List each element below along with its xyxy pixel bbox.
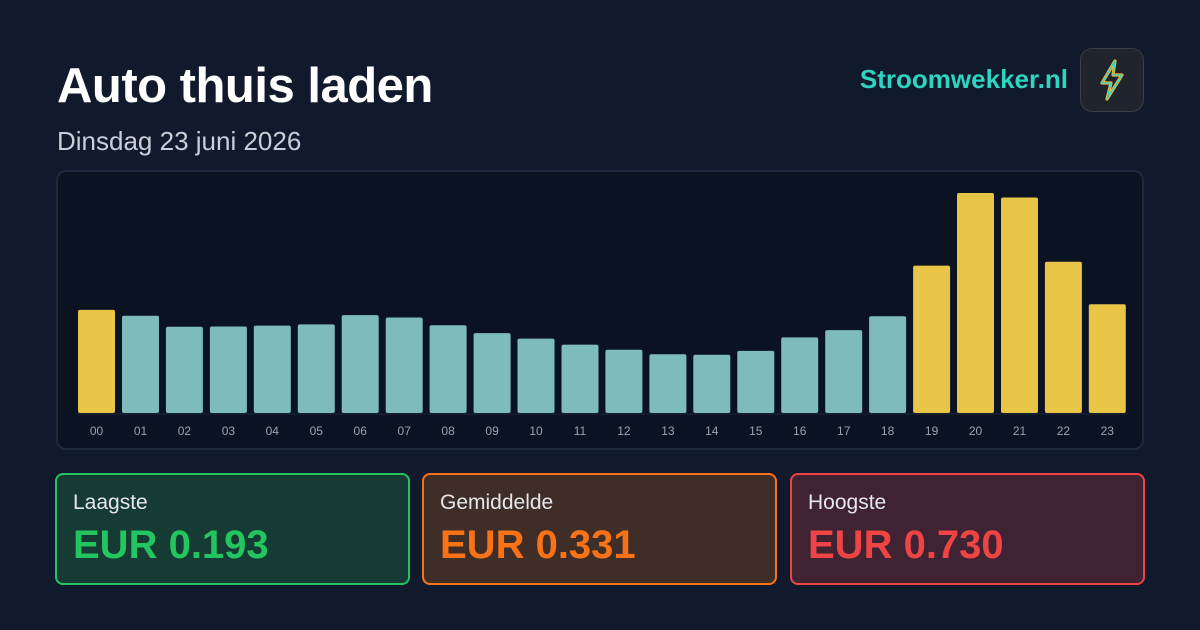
tick-label-hour-08: 08 bbox=[441, 424, 455, 438]
stat-card-lowest: Laagste EUR 0.193 bbox=[55, 473, 410, 585]
stat-card-highest: Hoogste EUR 0.730 bbox=[790, 473, 1145, 585]
tick-label-hour-01: 01 bbox=[134, 424, 148, 438]
page-subtitle: Dinsdag 23 juni 2026 bbox=[57, 126, 302, 156]
tick-label-hour-11: 11 bbox=[574, 424, 587, 438]
lightning-bolt-icon bbox=[1100, 59, 1124, 101]
bar-hour-23 bbox=[1088, 304, 1126, 413]
tick-label-hour-17: 17 bbox=[837, 424, 851, 438]
bar-hour-17 bbox=[825, 330, 863, 413]
bar-hour-07 bbox=[385, 317, 423, 413]
tick-label-hour-21: 21 bbox=[1013, 424, 1027, 438]
tick-label-hour-07: 07 bbox=[398, 424, 412, 438]
tick-label-hour-15: 15 bbox=[749, 424, 763, 438]
price-bar-chart: 00 01 02 03 04 05 06 07 08 09 10 11 12 13 14 15 16 17 18 19… bbox=[76, 193, 1128, 438]
bar-hour-06 bbox=[341, 315, 379, 413]
bar-hour-09 bbox=[473, 333, 511, 413]
bar-hour-02 bbox=[165, 326, 203, 413]
bar-hour-05 bbox=[297, 324, 335, 413]
bar-hour-00 bbox=[78, 309, 115, 413]
bar-hour-16 bbox=[781, 337, 819, 413]
bar-hour-22 bbox=[1044, 261, 1082, 413]
stat-value-lowest: EUR 0.193 bbox=[73, 523, 269, 567]
stat-card-average: Gemiddelde EUR 0.331 bbox=[422, 473, 777, 585]
tick-label-hour-23: 23 bbox=[1101, 424, 1115, 438]
bar-hour-12 bbox=[605, 349, 643, 413]
tick-label-hour-20: 20 bbox=[969, 424, 983, 438]
tick-label-hour-05: 05 bbox=[310, 424, 324, 438]
stat-value-average: EUR 0.331 bbox=[440, 523, 636, 567]
tick-label-hour-00: 00 bbox=[90, 424, 104, 438]
bar-hour-13 bbox=[649, 354, 687, 413]
bar-hour-21 bbox=[1001, 197, 1038, 413]
tick-label-hour-04: 04 bbox=[266, 424, 280, 438]
brand-logo[interactable] bbox=[1080, 48, 1144, 112]
tick-label-hour-10: 10 bbox=[529, 424, 543, 438]
tick-label-hour-16: 16 bbox=[793, 424, 807, 438]
page-title: Auto thuis laden bbox=[57, 59, 433, 113]
price-chart: 00 01 02 03 04 05 06 07 08 09 10 11 12 13 14 15 16 17 18 19… bbox=[56, 170, 1144, 450]
tick-label-hour-02: 02 bbox=[178, 424, 192, 438]
tick-label-hour-13: 13 bbox=[661, 424, 675, 438]
bar-hour-14 bbox=[693, 354, 731, 413]
stat-label-highest: Hoogste bbox=[808, 491, 887, 514]
tick-label-group: 00 01 02 03 04 05 06 07 08 09 10 11 12 13 14 15 16 17 18 19… bbox=[90, 424, 1114, 438]
bar-hour-15 bbox=[737, 350, 775, 413]
tick-label-hour-03: 03 bbox=[222, 424, 236, 438]
bar-hour-10 bbox=[517, 338, 555, 413]
tick-label-hour-18: 18 bbox=[881, 424, 895, 438]
bar-hour-19 bbox=[913, 265, 951, 413]
brand-name[interactable]: Stroomwekker.nl bbox=[859, 64, 1068, 94]
bar-hour-03 bbox=[209, 326, 247, 413]
bar-hour-20 bbox=[957, 193, 994, 413]
tick-label-hour-22: 22 bbox=[1057, 424, 1071, 438]
bar-hour-18 bbox=[869, 316, 907, 413]
tick-label-hour-19: 19 bbox=[925, 424, 939, 438]
tick-label-hour-09: 09 bbox=[485, 424, 499, 438]
stat-value-highest: EUR 0.730 bbox=[808, 523, 1004, 567]
bar-group bbox=[78, 193, 1126, 413]
bar-hour-08 bbox=[429, 325, 467, 413]
bar-hour-11 bbox=[561, 344, 599, 413]
stat-label-lowest: Laagste bbox=[73, 491, 148, 514]
tick-label-hour-06: 06 bbox=[354, 424, 368, 438]
stat-label-average: Gemiddelde bbox=[440, 491, 554, 514]
bar-hour-01 bbox=[122, 315, 159, 413]
tick-label-hour-12: 12 bbox=[617, 424, 631, 438]
bar-hour-04 bbox=[253, 325, 291, 413]
tick-label-hour-14: 14 bbox=[705, 424, 719, 438]
